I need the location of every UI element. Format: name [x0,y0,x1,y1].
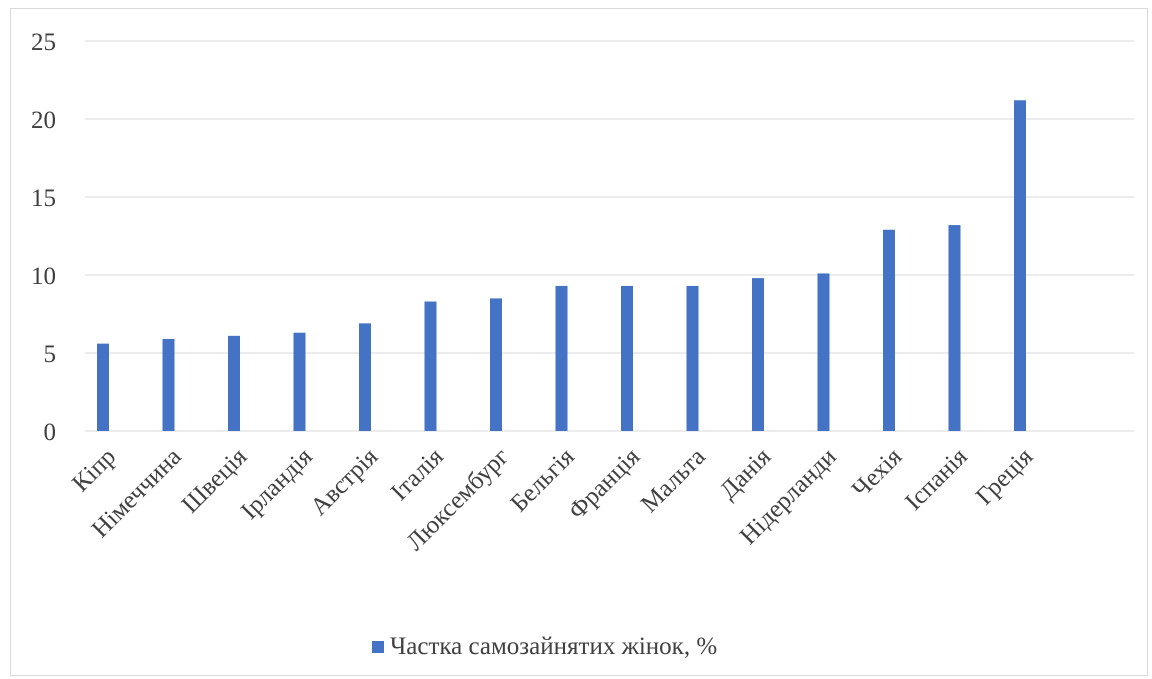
x-tick-label: Ірландія [236,443,318,525]
x-tick-label: Чехія [847,443,907,503]
bar [686,285,699,431]
bar [97,343,109,431]
x-tick-label: Греція [971,443,1039,511]
y-tick-label: 10 [31,263,56,290]
bar [948,225,961,431]
bar [555,285,568,431]
legend-swatch [372,641,384,653]
x-tick-label: Іспанія [900,443,973,516]
bar [752,278,764,431]
x-tick-label: Італія [386,443,449,506]
legend-label: Частка самозайнятих жінок, % [390,633,718,660]
bar [817,273,830,431]
bar [424,301,437,431]
x-tick-label: Мальта [636,443,711,518]
bar [293,332,306,431]
y-tick-label: 25 [31,29,56,56]
x-tick-label: Кіпр [67,443,121,497]
legend: Частка самозайнятих жінок, % [372,630,717,664]
bar [162,338,175,431]
y-tick-label: 0 [44,419,57,446]
x-tick-label: Франція [564,443,646,525]
bar [228,335,240,431]
bar [490,298,502,431]
y-tick-label: 20 [31,107,56,134]
x-tick-label: Австрія [305,443,383,521]
y-tick-label: 5 [44,341,57,368]
bar [1014,100,1026,431]
bar [621,285,633,431]
bar [359,323,371,431]
bar [883,229,895,431]
y-tick-label: 15 [31,185,56,212]
x-tick-label: Данія [715,443,777,505]
